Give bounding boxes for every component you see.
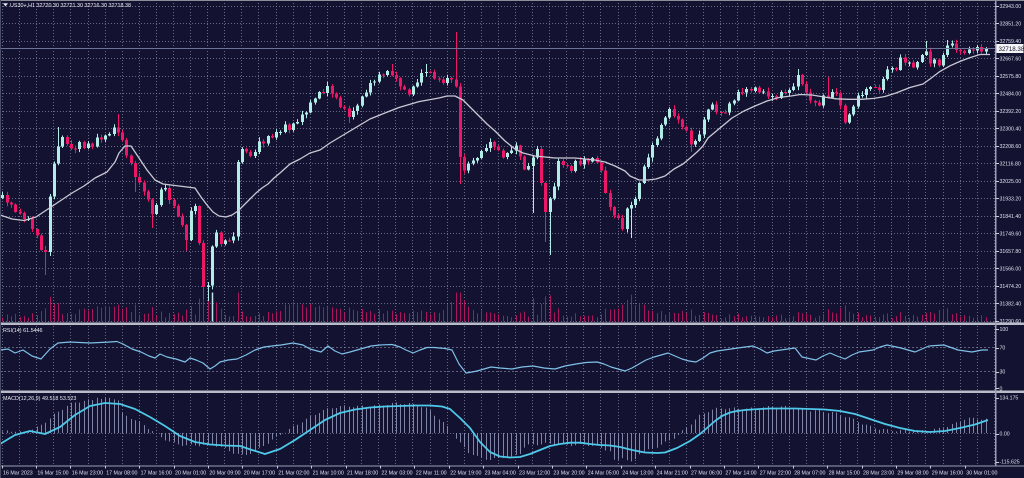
svg-text:31290.60: 31290.60 [1000,319,1022,325]
svg-text:17 Mar 08:00: 17 Mar 08:00 [106,471,137,477]
svg-text:28 Mar 15:00: 28 Mar 15:00 [829,471,860,477]
svg-text:31474.20: 31474.20 [1000,284,1022,290]
svg-text:31933.20: 31933.20 [1000,196,1022,202]
svg-text:17 Mar 16:00: 17 Mar 16:00 [141,471,172,477]
svg-text:30 Mar 01:00: 30 Mar 01:00 [966,471,997,477]
svg-text:MACD(12,26,9) 49.518 53.523: MACD(12,26,9) 49.518 53.523 [3,396,76,402]
svg-text:32208.60: 32208.60 [1000,144,1022,150]
svg-text:31657.80: 31657.80 [1000,249,1022,255]
svg-text:32759.40: 32759.40 [1000,39,1022,45]
svg-text:32943.00: 32943.00 [1000,4,1022,10]
svg-text:29 Mar 16:00: 29 Mar 16:00 [932,471,963,477]
svg-text:31841.40: 31841.40 [1000,214,1022,220]
svg-text:28 Mar 07:00: 28 Mar 07:00 [794,471,825,477]
svg-text:32025.00: 32025.00 [1000,179,1022,185]
svg-text:16 Mar 15:00: 16 Mar 15:00 [37,471,68,477]
svg-text:70: 70 [1000,346,1006,352]
svg-text:22 Mar 03:00: 22 Mar 03:00 [381,471,412,477]
svg-text:100: 100 [1000,327,1009,333]
svg-text:16 Mar 23:00: 16 Mar 23:00 [72,471,103,477]
svg-text:20 Mar 01:00: 20 Mar 01:00 [175,471,206,477]
svg-text:27 Mar 22:00: 27 Mar 22:00 [760,471,791,477]
svg-text:21 Mar 02:00: 21 Mar 02:00 [278,471,309,477]
svg-text:24 Mar 13:00: 24 Mar 13:00 [622,471,653,477]
svg-text:30: 30 [1000,370,1006,376]
svg-text:29 Mar 08:00: 29 Mar 08:00 [897,471,928,477]
svg-text:23 Mar 04:00: 23 Mar 04:00 [485,471,516,477]
svg-text:28 Mar 23:00: 28 Mar 23:00 [863,471,894,477]
svg-text:24 Mar 05:00: 24 Mar 05:00 [588,471,619,477]
svg-text:0.00: 0.00 [1000,432,1010,438]
svg-text:21 Mar 10:00: 21 Mar 10:00 [313,471,344,477]
svg-text:20 Mar 09:00: 20 Mar 09:00 [209,471,240,477]
svg-text:-115.625: -115.625 [1000,460,1020,466]
svg-text:US30+,H1 32720.30 32721.30 32: US30+,H1 32720.30 32721.30 32716.30 3271… [10,3,131,9]
svg-text:23 Mar 12:00: 23 Mar 12:00 [519,471,550,477]
svg-text:24 Mar 21:00: 24 Mar 21:00 [657,471,688,477]
svg-text:31382.40: 31382.40 [1000,301,1022,307]
svg-text:21 Mar 18:00: 21 Mar 18:00 [347,471,378,477]
svg-text:27 Mar 14:00: 27 Mar 14:00 [725,471,756,477]
svg-text:16 Mar 2023: 16 Mar 2023 [3,471,33,477]
svg-text:32116.80: 32116.80 [1000,161,1021,167]
svg-text:32300.40: 32300.40 [1000,126,1022,132]
svg-text:32484.00: 32484.00 [1000,91,1022,97]
svg-text:22 Mar 19:00: 22 Mar 19:00 [450,471,481,477]
svg-text:27 Mar 06:00: 27 Mar 06:00 [691,471,722,477]
svg-text:20 Mar 17:00: 20 Mar 17:00 [244,471,275,477]
svg-text:31566.00: 31566.00 [1000,266,1022,272]
svg-text:23 Mar 20:00: 23 Mar 20:00 [553,471,584,477]
svg-text:32392.20: 32392.20 [1000,109,1022,115]
svg-text:134.175: 134.175 [1000,396,1019,402]
svg-text:32851.20: 32851.20 [1000,21,1022,27]
svg-text:32667.60: 32667.60 [1000,56,1022,62]
svg-text:0: 0 [1000,387,1003,393]
svg-text:32575.80: 32575.80 [1000,74,1022,80]
svg-text:31749.60: 31749.60 [1000,231,1022,237]
svg-text:22 Mar 11:00: 22 Mar 11:00 [416,471,447,477]
svg-text:RSI(14) 61.5446: RSI(14) 61.5446 [3,328,43,334]
svg-text:32718.38: 32718.38 [999,46,1024,53]
